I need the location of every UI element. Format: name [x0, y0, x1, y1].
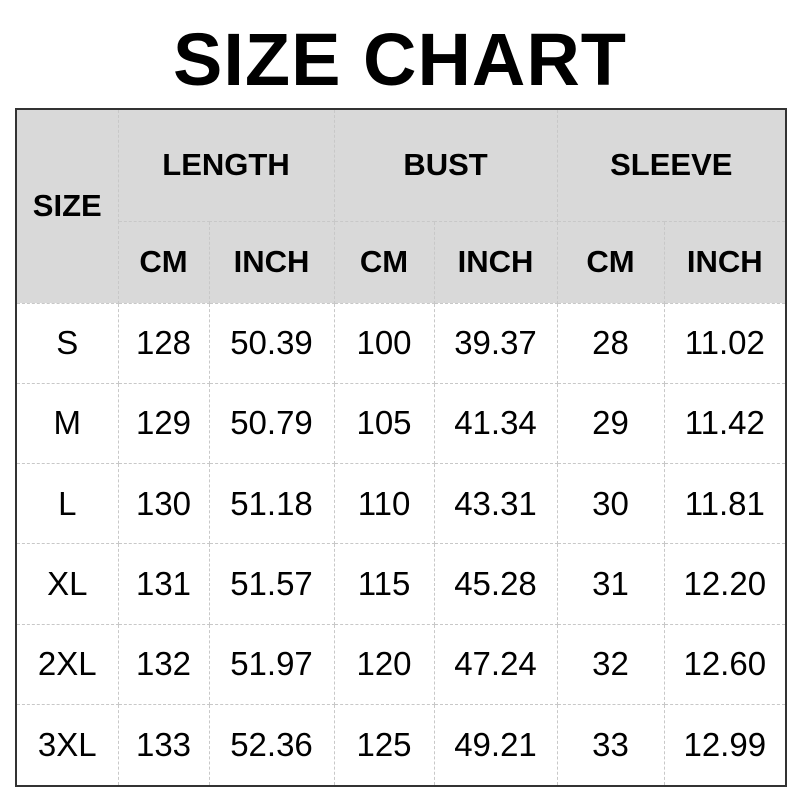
value-cell: 100 — [333, 302, 435, 384]
value-cell: 33 — [556, 704, 665, 787]
size-cell: XL — [15, 543, 119, 625]
value-cell: 43.31 — [433, 463, 558, 545]
value-cell: 12.60 — [663, 623, 787, 706]
header-unit: CM — [333, 220, 435, 304]
header-size: SIZE — [15, 108, 119, 304]
value-cell: 50.79 — [208, 382, 335, 465]
value-cell: 11.42 — [663, 382, 787, 465]
value-cell: 125 — [333, 704, 435, 787]
value-cell: 45.28 — [433, 543, 558, 625]
value-cell: 131 — [117, 543, 210, 625]
header-unit: INCH — [663, 220, 787, 304]
size-chart-table: SIZE LENGTH BUST SLEEVE CM INCH CM INCH … — [15, 108, 788, 787]
table-row: L 130 51.18 110 43.31 30 11.81 — [15, 463, 787, 545]
value-cell: 50.39 — [208, 302, 335, 384]
value-cell: 51.57 — [208, 543, 335, 625]
header-bust: BUST — [333, 108, 558, 222]
header-unit: CM — [117, 220, 210, 304]
table-row: 2XL 132 51.97 120 47.24 32 12.60 — [15, 623, 787, 706]
table-row: S 128 50.39 100 39.37 28 11.02 — [15, 302, 787, 384]
table-row: M 129 50.79 105 41.34 29 11.42 — [15, 382, 787, 465]
header-unit: INCH — [433, 220, 558, 304]
value-cell: 41.34 — [433, 382, 558, 465]
value-cell: 115 — [333, 543, 435, 625]
value-cell: 31 — [556, 543, 665, 625]
page-title: SIZE CHART — [173, 18, 627, 101]
table-row: 3XL 133 52.36 125 49.21 33 12.99 — [15, 704, 787, 787]
header-sleeve: SLEEVE — [556, 108, 787, 222]
value-cell: 49.21 — [433, 704, 558, 787]
value-cell: 120 — [333, 623, 435, 706]
value-cell: 30 — [556, 463, 665, 545]
value-cell: 39.37 — [433, 302, 558, 384]
size-cell: M — [15, 382, 119, 465]
size-cell: 2XL — [15, 623, 119, 706]
header-unit: CM — [556, 220, 665, 304]
value-cell: 29 — [556, 382, 665, 465]
table-row: XL 131 51.57 115 45.28 31 12.20 — [15, 543, 787, 625]
header-unit: INCH — [208, 220, 335, 304]
value-cell: 47.24 — [433, 623, 558, 706]
value-cell: 51.18 — [208, 463, 335, 545]
value-cell: 11.81 — [663, 463, 787, 545]
value-cell: 133 — [117, 704, 210, 787]
size-cell: 3XL — [15, 704, 119, 787]
value-cell: 132 — [117, 623, 210, 706]
value-cell: 51.97 — [208, 623, 335, 706]
value-cell: 129 — [117, 382, 210, 465]
header-length: LENGTH — [117, 108, 335, 222]
size-cell: L — [15, 463, 119, 545]
value-cell: 12.20 — [663, 543, 787, 625]
value-cell: 128 — [117, 302, 210, 384]
size-cell: S — [15, 302, 119, 384]
value-cell: 12.99 — [663, 704, 787, 787]
value-cell: 11.02 — [663, 302, 787, 384]
value-cell: 32 — [556, 623, 665, 706]
value-cell: 110 — [333, 463, 435, 545]
value-cell: 130 — [117, 463, 210, 545]
value-cell: 52.36 — [208, 704, 335, 787]
value-cell: 28 — [556, 302, 665, 384]
value-cell: 105 — [333, 382, 435, 465]
